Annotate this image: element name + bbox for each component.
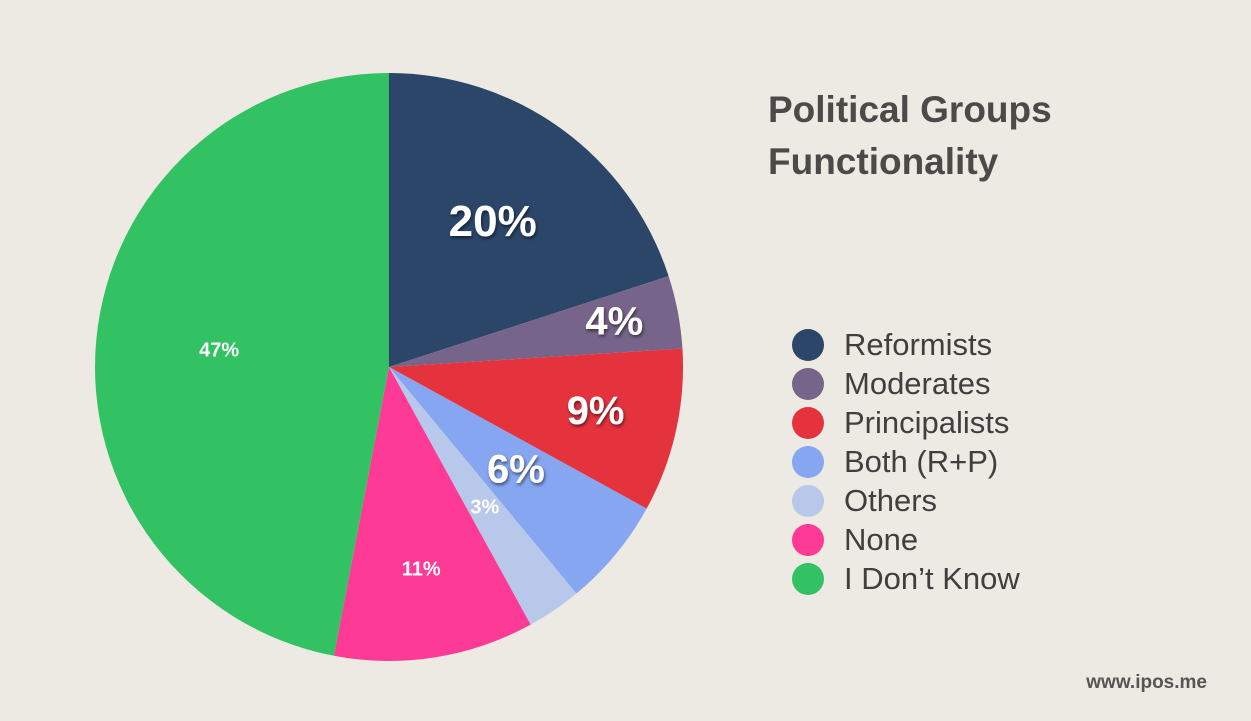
- legend-item-both-r-p: Both (R+P): [792, 442, 1020, 481]
- slice-label-principalists: 9%: [567, 389, 625, 433]
- pie-slice-none: [333, 367, 531, 661]
- legend-item-none: None: [792, 520, 1020, 559]
- chart-title: Political Groups Functionality: [768, 84, 1208, 188]
- legend-swatch: [792, 406, 824, 439]
- legend-label: Both (R+P): [844, 443, 999, 479]
- legend-item-reformists: Reformists: [792, 325, 1020, 364]
- pie-slice-reformists: [389, 73, 669, 367]
- legend-label: I Don’t Know: [844, 560, 1020, 596]
- pie-slice-both-r-p: [389, 367, 647, 594]
- legend-label: Principalists: [844, 404, 1010, 440]
- legend-item-others: Others: [792, 481, 1020, 520]
- slice-label-both-r-p: 6%: [487, 447, 545, 491]
- legend-item-principalists: Principalists: [792, 403, 1020, 442]
- legend-swatch: [792, 367, 824, 400]
- pie-slice-moderates: [389, 276, 683, 367]
- legend-swatch: [792, 523, 824, 556]
- legend-item-moderates: Moderates: [792, 364, 1020, 403]
- legend-swatch: [792, 328, 824, 361]
- chart-legend: Reformists Moderates Principalists Both (R+…: [792, 325, 1020, 598]
- legend-item-i-don-t-know: I Don’t Know: [792, 559, 1020, 598]
- chart-title-line-1: Political Groups: [768, 89, 1052, 130]
- legend-swatch: [792, 562, 824, 595]
- pie-slice-principalists: [389, 348, 683, 509]
- slice-label-reformists: 20%: [449, 197, 537, 246]
- legend-label: Moderates: [844, 365, 991, 401]
- legend-swatch: [792, 445, 824, 478]
- slice-label-i-don-t-know: 47%: [199, 339, 239, 361]
- legend-swatch: [792, 484, 824, 517]
- slice-label-others: 3%: [470, 496, 499, 518]
- legend-label: None: [844, 521, 919, 557]
- legend-label: Reformists: [844, 326, 993, 362]
- legend-label: Others: [844, 482, 938, 518]
- chart-title-line-2: Functionality: [768, 141, 999, 182]
- slice-label-moderates: 4%: [585, 300, 643, 344]
- slice-label-none: 11%: [402, 559, 441, 581]
- website-credit: www.ipos.me: [1086, 672, 1207, 693]
- pie-slice-others: [389, 367, 577, 625]
- pie-slice-i-don-t-know: [95, 73, 389, 656]
